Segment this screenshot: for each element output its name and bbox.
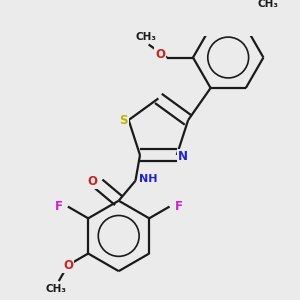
Text: F: F xyxy=(55,200,63,213)
Text: O: O xyxy=(155,48,165,62)
Text: NH: NH xyxy=(139,174,158,184)
Text: CH₃: CH₃ xyxy=(136,32,157,42)
Text: S: S xyxy=(119,114,128,127)
Text: F: F xyxy=(175,200,183,213)
Text: O: O xyxy=(87,175,97,188)
Text: CH₃: CH₃ xyxy=(46,284,67,294)
Text: CH₃: CH₃ xyxy=(257,0,278,9)
Text: N: N xyxy=(178,150,188,163)
Text: O: O xyxy=(63,259,73,272)
